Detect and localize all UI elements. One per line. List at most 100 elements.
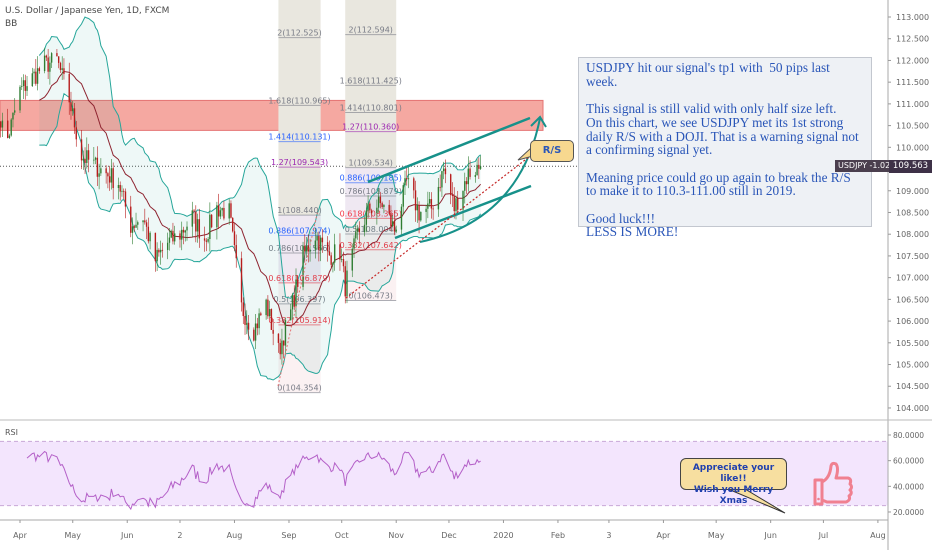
trend-dotted-line[interactable]: [345, 149, 539, 299]
candle: [444, 159, 447, 184]
candle: [35, 58, 37, 86]
candle: [80, 129, 83, 170]
candle: [355, 221, 357, 243]
time-tick-label: Feb: [551, 531, 565, 540]
candle-body: [203, 238, 206, 241]
candle: [390, 205, 392, 232]
candle-body: [339, 244, 341, 260]
analysis-text-note[interactable]: USDJPY hit our signal's tp1 with 50 pips…: [578, 57, 872, 239]
drawings[interactable]: [277, 115, 786, 514]
fib-level-label: 1(108.440): [277, 206, 321, 215]
candle: [166, 232, 169, 260]
candle: [193, 209, 195, 224]
candle-body: [420, 211, 422, 221]
candle-body: [230, 203, 232, 218]
candle-body: [244, 316, 246, 325]
candle: [232, 217, 234, 233]
bb-fill: [39, 17, 481, 380]
candle: [353, 235, 355, 258]
candle-body: [367, 203, 369, 211]
candle-body: [119, 184, 121, 192]
candle: [47, 49, 49, 79]
candle: [451, 182, 454, 208]
candle: [63, 58, 65, 80]
candle-body: [184, 230, 186, 233]
time-tick-label: May: [64, 531, 81, 540]
candle-body: [147, 226, 150, 242]
candle: [45, 54, 48, 62]
candle-body: [253, 329, 255, 341]
candle-body: [391, 221, 394, 226]
candle: [108, 165, 111, 191]
arrow-head-icon: [530, 115, 547, 128]
candle: [131, 217, 134, 245]
candle: [196, 213, 199, 243]
fib-level-label: 0(104.354): [277, 384, 321, 393]
candle-body: [14, 110, 16, 113]
candle-body: [24, 80, 26, 91]
candle-body: [0, 121, 2, 128]
candle: [414, 180, 417, 222]
fib-level-label: 1.618(110.965): [268, 96, 330, 105]
candle: [19, 85, 21, 114]
rsi-indicator-label[interactable]: RSI: [5, 428, 18, 437]
fib-extension-zone[interactable]: [345, 0, 397, 168]
fib-extension-zone[interactable]: [278, 0, 321, 216]
rsi-tick-label: 40.0000: [893, 482, 924, 491]
candle: [43, 47, 46, 74]
candle: [358, 221, 360, 245]
candle-body: [277, 333, 280, 343]
candle-body: [321, 237, 324, 243]
candle-body: [135, 224, 137, 228]
price-tick-label: 107.500: [896, 252, 929, 261]
candle-body: [393, 221, 396, 232]
candle-body: [304, 245, 306, 252]
candle: [254, 314, 257, 350]
candle-body: [31, 73, 34, 87]
candle-body: [388, 204, 390, 214]
candle: [235, 234, 237, 268]
candle-body: [437, 186, 440, 210]
candle: [117, 177, 120, 200]
channel-lower-line[interactable]: [394, 184, 532, 240]
candle: [256, 317, 259, 336]
candle-body: [154, 232, 157, 262]
channel-upper-line[interactable]: [367, 116, 531, 184]
candle: [12, 112, 14, 128]
candle: [145, 219, 148, 240]
indicator-label-bb[interactable]: BB: [5, 19, 18, 29]
candle: [437, 178, 440, 217]
candle-body: [457, 198, 459, 210]
fib-level-label: 0.786(107.566): [268, 244, 330, 253]
resistance-zone[interactable]: [0, 99, 544, 131]
symbol-title[interactable]: U.S. Dollar / Japanese Yen, 1D, FXCM: [5, 6, 170, 16]
candle: [195, 205, 197, 243]
candle-body: [428, 199, 431, 204]
rs-callout[interactable]: R/S: [530, 140, 574, 162]
time-tick-label: 2020: [493, 531, 513, 540]
fibonacci-extensions[interactable]: 2(112.525) 1.618(110.965) 1.414(110.131) 1.…: [268, 0, 402, 394]
price-tick-label: 105.500: [896, 339, 929, 348]
thanks-callout[interactable]: Appreciate your like!! Wish you Merry Xm…: [680, 458, 787, 506]
candle: [73, 103, 76, 134]
time-tick-label: Dec: [441, 531, 456, 540]
candle-body: [47, 57, 49, 72]
candle-body: [400, 206, 403, 230]
candle-body: [93, 159, 95, 161]
candle: [305, 236, 308, 258]
candle: [219, 206, 222, 220]
candle-body: [57, 56, 60, 63]
candle-body: [124, 191, 127, 207]
candle-body: [6, 120, 9, 138]
candle: [170, 229, 172, 239]
candle-body: [98, 173, 100, 177]
candle: [293, 285, 295, 310]
candle: [182, 226, 185, 245]
candle-body: [390, 213, 392, 226]
time-tick-label: 3: [606, 531, 611, 540]
candle-body: [56, 53, 58, 57]
last-price-tag: 109.563: [889, 160, 932, 173]
candle: [479, 155, 482, 170]
candle-body: [293, 295, 295, 307]
